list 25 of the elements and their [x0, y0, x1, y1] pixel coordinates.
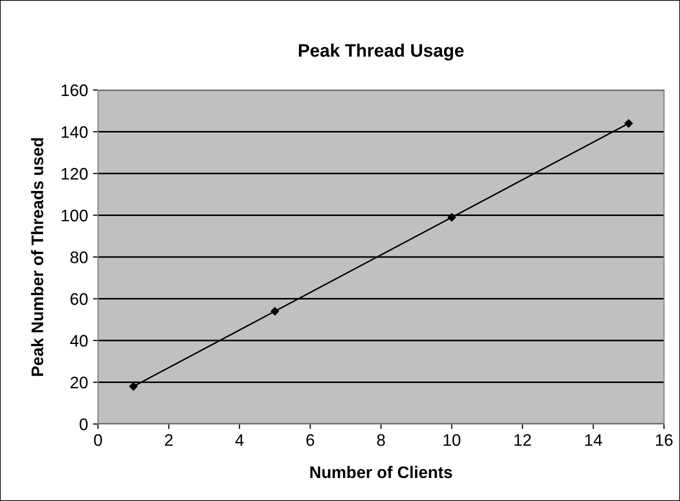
- chart-title: Peak Thread Usage: [298, 44, 464, 60]
- y-tick-label: 120: [62, 168, 88, 180]
- x-tick-label: 16: [656, 434, 673, 446]
- y-tick-label: 160: [62, 84, 88, 96]
- x-tick-label: 0: [94, 434, 102, 446]
- x-tick-label: 8: [377, 434, 385, 446]
- y-tick-label: 40: [70, 334, 88, 347]
- y-tick-label: 60: [70, 293, 88, 305]
- y-tick-label: 140: [62, 126, 88, 138]
- x-tick-label: 6: [306, 434, 314, 446]
- point: [129, 382, 138, 391]
- x-tick-label: 10: [444, 434, 460, 446]
- point: [624, 119, 633, 128]
- y-tick-label: 0: [80, 418, 88, 430]
- point: [270, 307, 280, 316]
- x-tick-label: 14: [585, 434, 602, 446]
- y-axis-title: Peak Number of Threads used: [31, 138, 44, 376]
- y-tick-label: 100: [62, 210, 88, 222]
- x-axis-title: Number of Clients: [310, 466, 452, 478]
- x-tick-label: 2: [164, 434, 173, 446]
- x-tick-label: 12: [514, 434, 531, 446]
- point: [448, 213, 456, 222]
- y-tick-label: 20: [70, 376, 88, 388]
- y-tick-label: 80: [70, 251, 88, 264]
- x-tick-label: 4: [235, 434, 244, 446]
